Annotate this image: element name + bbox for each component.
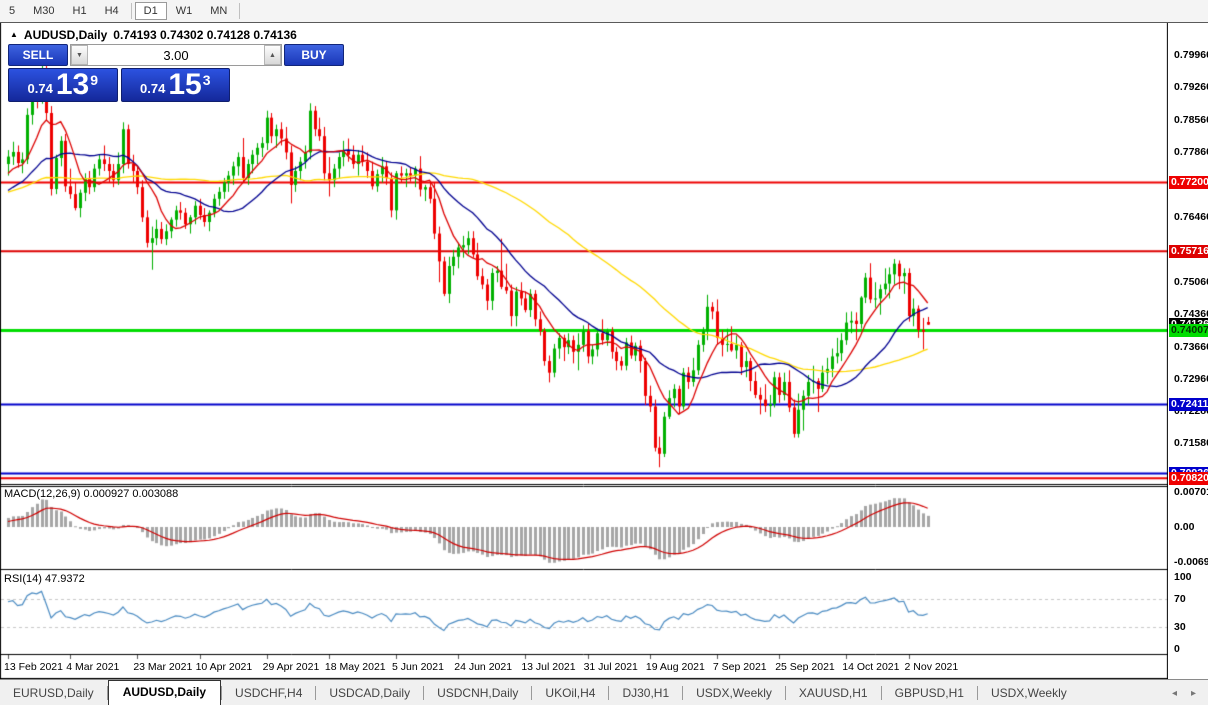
buy-button[interactable]: BUY bbox=[284, 44, 344, 66]
ask-price-big: 15 bbox=[168, 68, 202, 101]
tab-separator bbox=[423, 686, 425, 700]
tab-separator bbox=[608, 686, 610, 700]
rsi-indicator-label: RSI(14) 47.9372 bbox=[4, 573, 85, 585]
tab-usdx-weekly[interactable]: USDX,Weekly bbox=[696, 686, 772, 700]
price-axis-tick: 70 bbox=[1174, 593, 1186, 605]
tab-separator bbox=[682, 686, 684, 700]
date-axis-label: 18 May 2021 bbox=[324, 661, 386, 673]
tab-audusd-daily[interactable]: AUDUSD,Daily bbox=[107, 680, 222, 705]
date-axis-label: 25 Sep 2021 bbox=[775, 661, 835, 673]
hline-price-label: 0.77200 bbox=[1169, 176, 1208, 190]
tab-gbpusd-h1[interactable]: GBPUSD,H1 bbox=[894, 686, 964, 700]
date-axis-label: 14 Oct 2021 bbox=[842, 661, 900, 673]
bid-price-sup: 9 bbox=[90, 72, 98, 88]
tab-scroll-controls: ◂ ▸ bbox=[1172, 688, 1208, 705]
date-axis-label: 29 Apr 2021 bbox=[262, 661, 320, 673]
timeframe-h4[interactable]: H4 bbox=[104, 5, 119, 17]
bid-price-big: 13 bbox=[55, 68, 90, 101]
chart-tab-bar: EURUSD,Daily AUDUSD,Daily USDCHF,H4 USDCAD,… bbox=[0, 679, 1208, 705]
date-axis-label: 13 Jul 2021 bbox=[521, 661, 576, 673]
tab-scroll-left-icon[interactable]: ◂ bbox=[1171, 688, 1177, 699]
tab-usdcad-daily[interactable]: USDCAD,Daily bbox=[329, 686, 411, 700]
ask-price-prefix: 0.74 bbox=[140, 81, 166, 96]
tab-separator bbox=[880, 686, 882, 700]
tab-separator bbox=[106, 686, 108, 700]
timeframe-toolbar: 5 M30 H1 H4 D1 W1 MN bbox=[0, 0, 1208, 23]
tab-separator bbox=[531, 686, 533, 700]
date-axis-label: 13 Feb 2021 bbox=[4, 661, 63, 673]
ask-price-sup: 3 bbox=[202, 72, 211, 88]
bid-price-prefix: 0.74 bbox=[27, 81, 53, 96]
volume-spinner: ▼ ▲ bbox=[70, 44, 282, 66]
tab-usdchf-h4[interactable]: USDCHF,H4 bbox=[235, 686, 303, 700]
date-axis-label: 31 Jul 2021 bbox=[583, 661, 638, 673]
hline-price-label: 0.70820 bbox=[1169, 471, 1208, 485]
price-axis-tick: 0.007015 bbox=[1174, 486, 1208, 498]
hline-price-label: 0.72411 bbox=[1169, 398, 1208, 412]
tab-eurusd-daily[interactable]: EURUSD,Daily bbox=[13, 686, 94, 700]
price-axis-tick: -0.006923 bbox=[1174, 556, 1208, 568]
volume-decrease-button[interactable]: ▼ bbox=[71, 45, 88, 65]
tab-usdx-weekly[interactable]: USDX,Weekly bbox=[990, 686, 1067, 700]
bid-price-display[interactable]: 0.74 13 9 bbox=[8, 68, 118, 102]
date-axis-label: 7 Sep 2021 bbox=[712, 661, 767, 673]
timeframe-d1[interactable]: D1 bbox=[134, 2, 167, 20]
timeframe-mn[interactable]: MN bbox=[210, 5, 228, 17]
tab-separator bbox=[221, 686, 223, 700]
tab-separator bbox=[784, 686, 786, 700]
tab-ukoil-h4[interactable]: UKOil,H4 bbox=[545, 686, 596, 700]
timeframe-h1[interactable]: H1 bbox=[72, 5, 87, 17]
hline-price-label: 0.74007 bbox=[1169, 324, 1208, 338]
timeframe-5[interactable]: 5 bbox=[9, 5, 16, 17]
tab-separator bbox=[976, 686, 978, 700]
volume-increase-button[interactable]: ▲ bbox=[264, 45, 281, 65]
timeframe-m30[interactable]: M30 bbox=[33, 5, 55, 17]
date-axis-label: 23 Mar 2021 bbox=[133, 661, 193, 673]
price-axis-tick: 0.00 bbox=[1174, 521, 1195, 533]
volume-input[interactable] bbox=[88, 45, 264, 65]
hline-price-label: 0.75716 bbox=[1169, 244, 1208, 258]
tab-scroll-right-icon[interactable]: ▸ bbox=[1190, 688, 1196, 699]
tab-xauusd-h1[interactable]: XAUUSD,H1 bbox=[798, 686, 868, 700]
ask-price-display[interactable]: 0.74 15 3 bbox=[120, 68, 230, 102]
chart-title: ▲ AUDUSD,Daily 0.74193 0.74302 0.74128 0… bbox=[10, 28, 297, 42]
date-axis-label: 2 Nov 2021 bbox=[904, 661, 959, 673]
tab-dj30-h1[interactable]: DJ30,H1 bbox=[622, 686, 670, 700]
chart-ohlc-values: 0.74193 0.74302 0.74128 0.74136 bbox=[113, 28, 297, 42]
date-axis-label: 24 Jun 2021 bbox=[454, 661, 513, 673]
sell-button[interactable]: SELL bbox=[8, 44, 68, 66]
price-axis-tick: 100 bbox=[1174, 571, 1192, 583]
price-axis-tick: 30 bbox=[1174, 621, 1186, 633]
date-axis-label: 4 Mar 2021 bbox=[66, 661, 120, 673]
macd-indicator-label: MACD(12,26,9) 0.000927 0.003088 bbox=[4, 488, 179, 500]
collapse-panel-icon[interactable]: ▲ bbox=[10, 29, 18, 39]
date-axis-label: 5 Jun 2021 bbox=[391, 661, 444, 673]
tab-separator bbox=[315, 686, 317, 700]
date-axis-label: 10 Apr 2021 bbox=[195, 661, 253, 673]
timeframe-w1[interactable]: W1 bbox=[175, 5, 193, 17]
toolbar-separator bbox=[239, 3, 241, 19]
date-axis-label: 19 Aug 2021 bbox=[645, 661, 705, 673]
tab-usdcnh-daily[interactable]: USDCNH,Daily bbox=[437, 686, 519, 700]
toolbar-separator bbox=[130, 3, 132, 19]
chart-symbol-label: AUDUSD,Daily bbox=[23, 28, 108, 42]
price-axis-tick: 0 bbox=[1174, 643, 1180, 655]
